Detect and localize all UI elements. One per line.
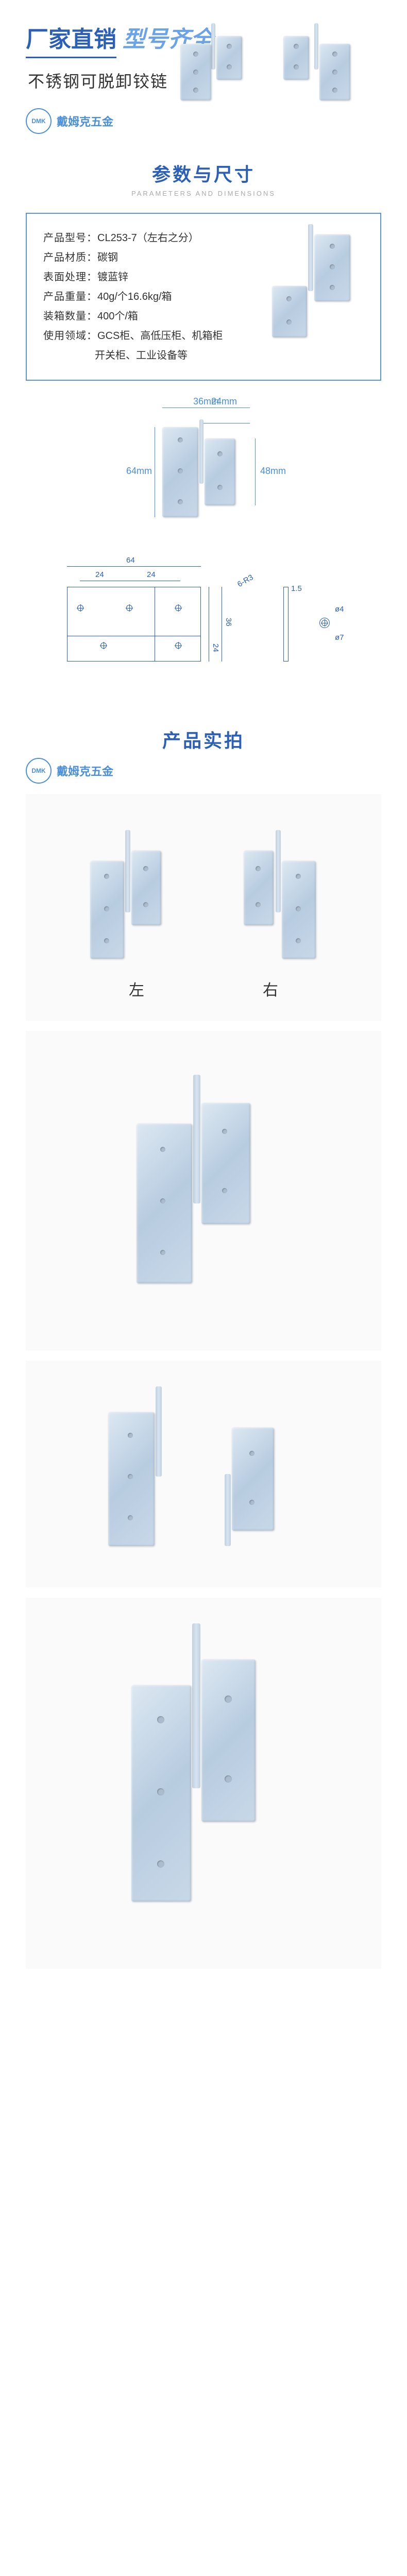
spec-title-main: 参数与尺寸 [0,160,407,187]
product-photo-separate [26,1361,381,1587]
spec-row: 开关柜、工业设备等 [43,346,364,365]
spec-product-image [267,234,360,348]
brand-row: DMK 戴姆克五金 [26,108,113,134]
product-photo-lr: 左 右 [26,794,381,1021]
title-primary: 厂家直销 [26,21,116,58]
label-left: 左 [129,977,144,1000]
dimension-diagram: 36mm 24mm 64mm 48mm [75,396,332,540]
brand-text: 戴姆克五金 [57,113,113,129]
drawing-side-view [283,587,289,662]
brand-logo-icon: DMK [26,758,52,784]
spec-section-title: 参数与尺寸 PARAMETERS AND DIMENSIONS [0,144,407,202]
brand-row-2: DMK 戴姆克五金 [26,758,407,784]
photo-title-main: 产品实拍 [0,726,407,753]
brand-logo-icon: DMK [26,108,52,134]
product-photo-tall [26,1598,381,1969]
photo-section-title: 产品实拍 [0,710,407,758]
hero-product-image [180,31,366,124]
brand-text: 戴姆克五金 [57,762,113,779]
spec-box: 产品型号：CL253-7（左右之分） 产品材质：碳钢 表面处理：镀蓝锌 产品重量… [26,213,381,381]
product-photo-closed [26,1031,381,1350]
drawing-main-outline [67,587,201,662]
spec-title-sub: PARAMETERS AND DIMENSIONS [0,190,407,197]
technical-drawing: 64 24 24 24 36 6-R3 1.5 ø4 ø7 [26,556,381,690]
header-section: 厂家直销 型号齐全 不锈钢可脱卸铰链 DMK 戴姆克五金 [0,0,407,144]
dim-h-small: 48mm [260,466,286,477]
dim-w-small: 24mm [211,396,237,407]
dim-h-total: 64mm [126,466,152,477]
label-right: 右 [263,977,278,1000]
